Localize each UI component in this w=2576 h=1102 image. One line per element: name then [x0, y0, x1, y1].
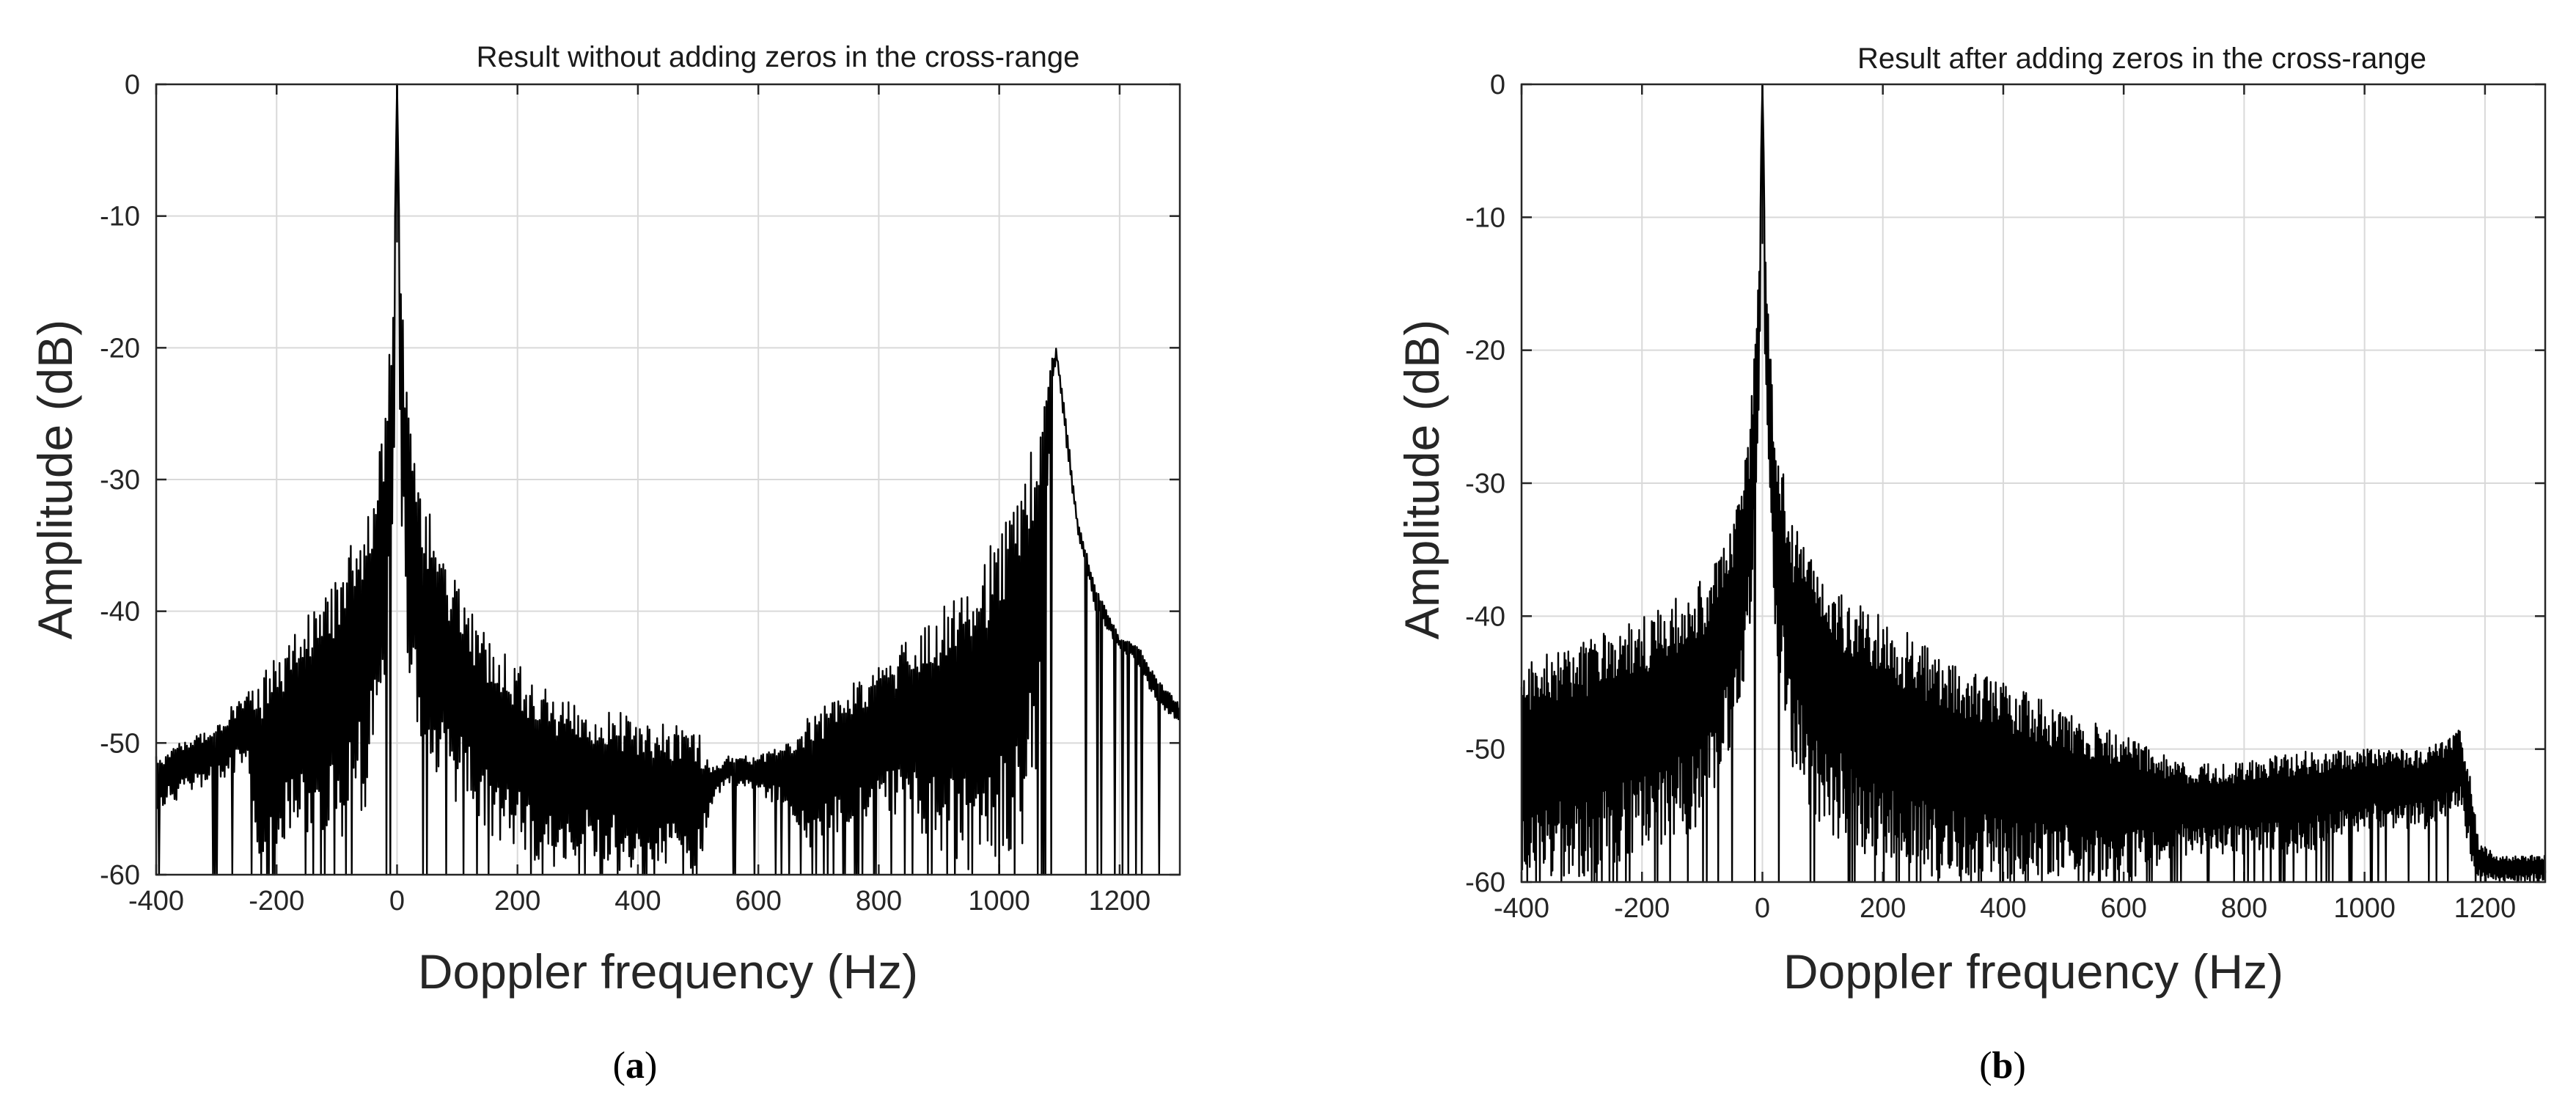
panel-b-ticks: -400 -200 0 200 400 600 800 1000 1200 0 -10 -20 -30 -…	[1465, 70, 2545, 924]
panel-a-caption: (a)	[613, 1045, 658, 1087]
panel-b-chart: Result after adding zeros in the cross-r…	[1395, 43, 2547, 1087]
y-tick-label: -60	[1465, 867, 1505, 898]
x-tick-label: 200	[1860, 893, 1906, 924]
x-tick-label: 400	[1980, 893, 2026, 924]
x-tick-label: -200	[249, 886, 304, 917]
y-tick-label: -40	[1465, 601, 1505, 632]
x-tick-label: -400	[128, 886, 184, 917]
y-tick-label: 0	[125, 70, 140, 100]
panel-b-title: Result after adding zeros in the cross-r…	[1857, 43, 2426, 75]
y-tick-label: -30	[100, 465, 140, 496]
y-tick-label: -60	[100, 860, 140, 891]
x-tick-label: 800	[2221, 893, 2267, 924]
x-tick-label: 200	[494, 886, 540, 917]
panel-b-x-axis-label: Doppler frequency (Hz)	[1783, 944, 2283, 999]
x-tick-label: -400	[1494, 893, 1549, 924]
y-tick-label: -30	[1465, 469, 1505, 499]
y-tick-label: -20	[100, 333, 140, 364]
y-tick-label: -50	[100, 728, 140, 759]
panel-a-x-axis-label: Doppler frequency (Hz)	[418, 944, 918, 999]
x-tick-label: -200	[1614, 893, 1670, 924]
x-tick-label: 1200	[2454, 893, 2517, 924]
x-tick-label: 0	[1755, 893, 1770, 924]
panel-a-ticks: -400 -200 0 200 400 600 800 1000 1200 0 -10 -20 -30 -…	[100, 70, 1180, 917]
panel-a-trace-group	[155, 83, 1181, 876]
y-tick-label: -10	[1465, 202, 1505, 233]
panel-b-y-axis-label: Amplitude (dB)	[1395, 320, 1449, 640]
spectrum-trace	[155, 83, 1181, 876]
x-tick-label: 400	[614, 886, 661, 917]
x-tick-label: 1200	[1089, 886, 1151, 917]
y-tick-label: 0	[1490, 70, 1505, 100]
x-tick-label: 600	[2100, 893, 2146, 924]
panel-b-trace-group	[1520, 84, 2547, 884]
panel-a-caption-letter: a	[625, 1045, 645, 1087]
x-tick-label: 600	[735, 886, 781, 917]
panel-a-chart: Result without adding zeros in the cross…	[28, 41, 1181, 1087]
panel-a-plot-frame	[155, 83, 1181, 876]
panel-b-caption-letter: b	[1992, 1045, 2014, 1087]
panel-a-title: Result without adding zeros in the cross…	[477, 41, 1080, 73]
y-tick-label: -10	[100, 202, 140, 232]
panel-b-caption: (b)	[1979, 1045, 2026, 1087]
panel-b-plot-frame	[1520, 83, 2547, 884]
x-tick-label: 800	[856, 886, 902, 917]
x-tick-label: 0	[389, 886, 405, 917]
y-tick-label: -20	[1465, 336, 1505, 367]
y-tick-label: -40	[100, 597, 140, 628]
spectrum-trace	[1520, 84, 2547, 884]
x-tick-label: 1000	[968, 886, 1030, 917]
y-tick-label: -50	[1465, 735, 1505, 765]
x-tick-label: 1000	[2333, 893, 2396, 924]
panel-a-y-axis-label: Amplitude (dB)	[28, 320, 82, 640]
